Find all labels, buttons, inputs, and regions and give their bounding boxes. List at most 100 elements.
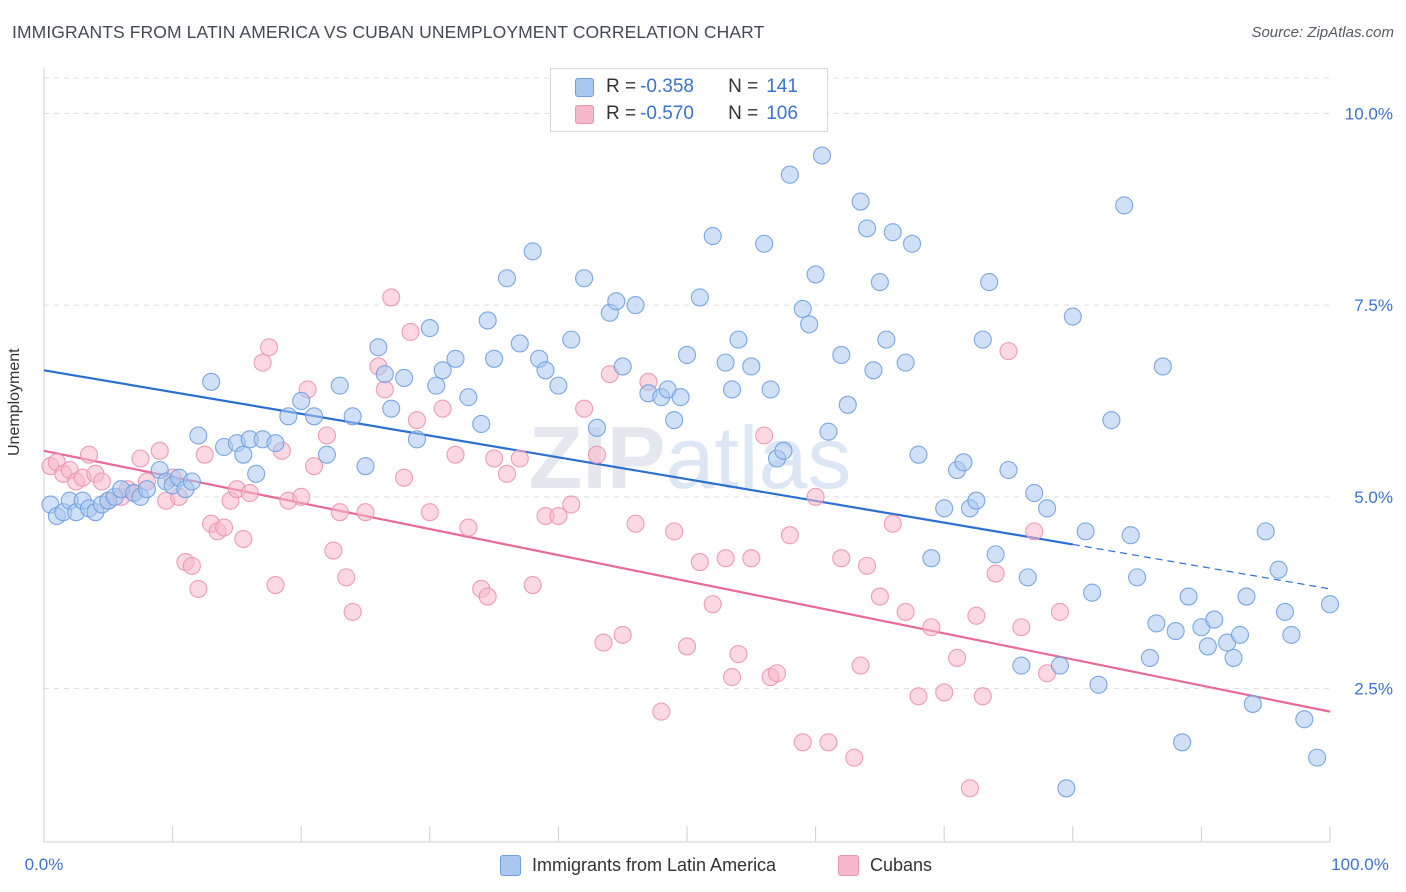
latin-america-point bbox=[774, 441, 793, 460]
latin-america-point bbox=[716, 353, 735, 372]
cubans-point bbox=[742, 549, 761, 568]
cubans-point bbox=[317, 426, 336, 445]
latin-america-point bbox=[330, 376, 349, 395]
latin-america-point bbox=[999, 460, 1018, 480]
latin-america-point bbox=[780, 165, 799, 184]
cubans-point bbox=[767, 664, 787, 683]
latin-america-point bbox=[407, 430, 426, 449]
latin-america-point bbox=[1243, 694, 1262, 713]
cubans-point bbox=[716, 549, 735, 568]
cubans-point bbox=[832, 549, 851, 568]
cubans-point bbox=[259, 338, 279, 357]
legend-n-label: N = bbox=[728, 103, 759, 124]
latin-america-point bbox=[369, 338, 388, 357]
cubans-point bbox=[234, 529, 253, 549]
latin-america-point bbox=[549, 376, 568, 395]
cubans-point bbox=[780, 526, 799, 545]
latin-america-point bbox=[626, 296, 645, 315]
latin-america-point bbox=[446, 349, 465, 368]
latin-america-point bbox=[510, 334, 529, 353]
grid-layer bbox=[44, 77, 1330, 690]
legend-n-value: 106 bbox=[766, 103, 798, 124]
latin-america-point bbox=[1121, 526, 1140, 545]
latin-america-point bbox=[1102, 411, 1121, 430]
bottom-legend-swatch-blue bbox=[500, 854, 521, 876]
cubans-point bbox=[375, 380, 394, 399]
latin-america-point bbox=[838, 395, 857, 414]
latin-america-point bbox=[819, 422, 838, 441]
legend-r-label: R = bbox=[606, 103, 637, 124]
latin-america-point bbox=[1076, 522, 1095, 541]
cubans-point bbox=[935, 683, 954, 702]
latin-america-point bbox=[382, 399, 401, 418]
latin-america-point bbox=[703, 227, 722, 246]
cubans-point bbox=[485, 449, 504, 468]
latin-america-point bbox=[1295, 710, 1314, 729]
latin-america-point bbox=[742, 357, 761, 376]
latin-america-point bbox=[189, 426, 208, 445]
latin-america-point bbox=[1224, 648, 1243, 667]
cubans-point bbox=[523, 576, 542, 595]
latin-america-point bbox=[851, 192, 870, 211]
latin-america-point bbox=[1282, 625, 1301, 644]
cubans-point bbox=[79, 445, 99, 464]
bottom-legend-label: Immigrants from Latin America bbox=[532, 854, 777, 875]
cubans-point bbox=[382, 288, 401, 307]
latin-america-point bbox=[375, 365, 394, 384]
latin-america-point bbox=[690, 288, 709, 307]
legend-r-label: R = bbox=[606, 76, 637, 97]
cubans-point bbox=[182, 556, 201, 575]
latin-america-point bbox=[973, 330, 992, 349]
latin-america-point bbox=[536, 361, 555, 380]
cubans-point bbox=[729, 645, 748, 664]
latin-america-point bbox=[247, 464, 266, 483]
cubans-point bbox=[562, 495, 581, 514]
cubans-point bbox=[305, 457, 324, 476]
latin-america-trendline bbox=[43, 369, 1073, 546]
latin-america-point bbox=[356, 457, 375, 476]
cubans-point bbox=[575, 399, 594, 418]
cubans-point bbox=[973, 687, 992, 706]
y-tick-label: 10.0% bbox=[1345, 104, 1393, 123]
latin-america-point bbox=[1230, 625, 1250, 644]
cubans-point bbox=[195, 445, 214, 464]
latin-america-point bbox=[671, 388, 690, 407]
latin-america-point bbox=[922, 549, 941, 568]
cubans-point bbox=[613, 625, 632, 644]
latin-america-point bbox=[1269, 560, 1288, 579]
cubans-point bbox=[253, 353, 272, 372]
latin-america-point bbox=[182, 472, 201, 491]
cubans-point bbox=[459, 518, 478, 537]
legend-row-latin-america: R = -0.358 N = 141 bbox=[575, 75, 798, 99]
cubans-point bbox=[896, 602, 915, 621]
latin-america-point bbox=[1205, 610, 1224, 629]
latin-america-point bbox=[902, 234, 922, 253]
cubans-point bbox=[626, 514, 645, 533]
cubans-point bbox=[131, 449, 150, 468]
latin-america-point bbox=[433, 361, 452, 380]
latin-america-point bbox=[870, 273, 889, 292]
latin-america-point bbox=[722, 380, 742, 399]
latin-america-point bbox=[497, 269, 517, 288]
cubans-point bbox=[909, 687, 928, 706]
latin-america-point bbox=[1063, 307, 1082, 326]
latin-america-point bbox=[1089, 675, 1108, 694]
latin-america-point bbox=[459, 388, 478, 407]
latin-america-point bbox=[607, 292, 626, 311]
y-tick-label: 5.0% bbox=[1354, 488, 1393, 507]
cubans-point bbox=[266, 576, 285, 595]
cubans-point bbox=[986, 564, 1005, 583]
latin-america-point bbox=[395, 368, 414, 388]
cubans-point bbox=[189, 579, 208, 598]
cubans-point bbox=[356, 503, 375, 522]
latin-america-point bbox=[677, 345, 697, 365]
latin-america-point bbox=[472, 414, 491, 434]
cubans-point bbox=[677, 637, 697, 656]
legend-n-label: N = bbox=[728, 76, 759, 97]
cubans-point bbox=[1025, 522, 1044, 541]
latin-america-point bbox=[909, 445, 928, 464]
cubans-point bbox=[819, 733, 838, 752]
latin-america-point bbox=[761, 380, 780, 399]
cubans-point bbox=[240, 483, 259, 503]
